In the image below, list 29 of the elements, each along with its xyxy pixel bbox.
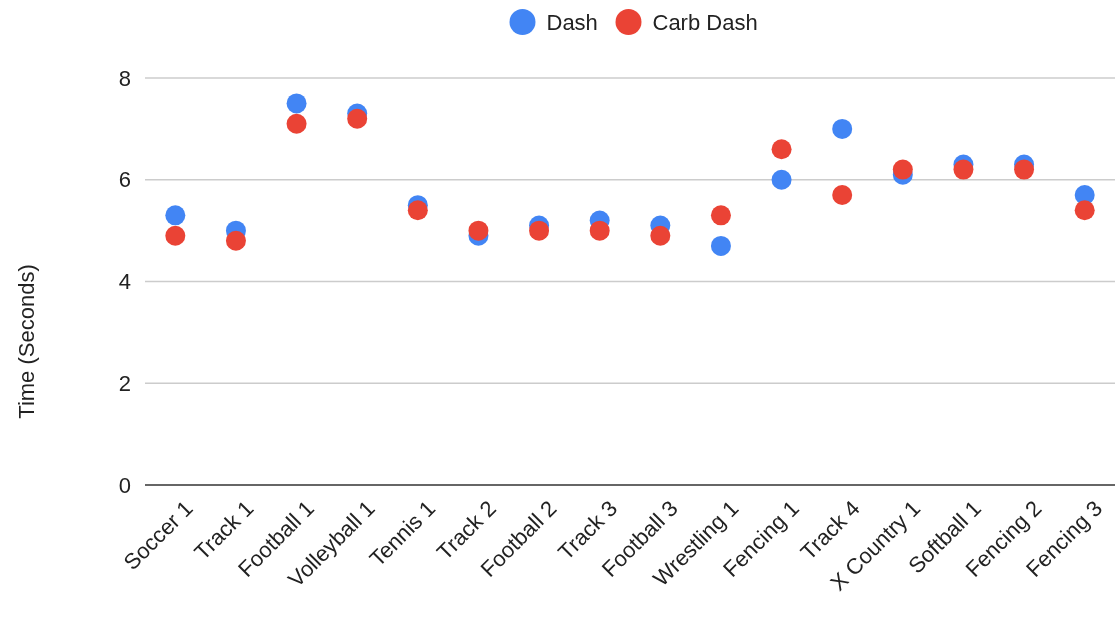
point (225, 230, 246, 251)
point (832, 118, 853, 139)
point (832, 185, 853, 206)
point (286, 113, 307, 134)
legend-label: Carb Dash (652, 9, 758, 35)
point (771, 139, 792, 160)
point (589, 220, 610, 241)
point (650, 225, 671, 246)
point (1014, 159, 1035, 180)
point (710, 205, 731, 226)
y-tick-label: 2 (118, 370, 131, 396)
y-tick-label: 4 (118, 269, 131, 295)
point (286, 93, 307, 114)
point (407, 200, 428, 221)
y-tick-label: 8 (118, 65, 131, 91)
legend-label: Dash (546, 9, 598, 35)
point (892, 159, 913, 180)
point (953, 159, 974, 180)
point (771, 169, 792, 190)
point (165, 205, 186, 226)
point (468, 220, 489, 241)
point (165, 225, 186, 246)
point (529, 220, 550, 241)
point (1074, 200, 1095, 221)
point (347, 108, 368, 129)
point (710, 235, 731, 256)
y-tick-label: 0 (118, 472, 131, 498)
y-tick-label: 6 (118, 167, 131, 193)
y-axis-title: Time (Seconds) (14, 264, 39, 419)
